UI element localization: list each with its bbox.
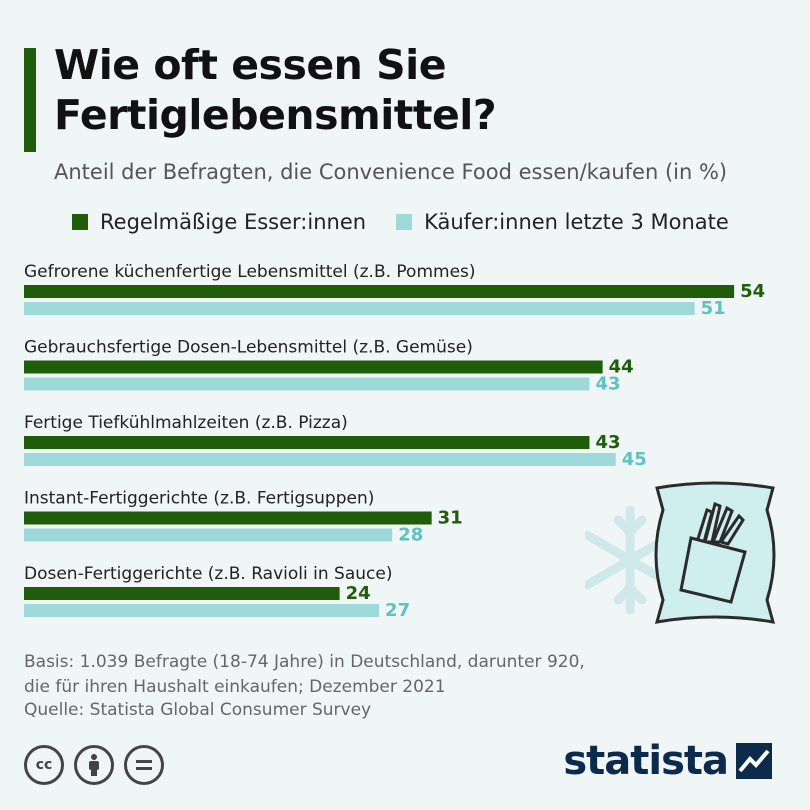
bar-buyers — [24, 377, 590, 391]
footnote-line-1: Basis: 1.039 Befragte (18-74 Jahre) in D… — [24, 652, 585, 672]
legend: Regelmäßige Esser:innen Käufer:innen let… — [72, 210, 759, 234]
frozen-fries-illustration — [585, 481, 776, 624]
footnote-line-2: die für ihren Haushalt einkaufen; Dezemb… — [24, 677, 446, 697]
title-accent-bar — [24, 48, 36, 152]
value-label-regular: 44 — [609, 357, 634, 378]
bar-buyers — [24, 302, 695, 315]
by-icon[interactable] — [74, 745, 114, 785]
value-label-regular: 31 — [438, 508, 463, 529]
value-label-regular: 24 — [346, 583, 371, 604]
fries-icon — [679, 501, 747, 604]
category-label: Dosen-Fertiggerichte (z.B. Ravioli in Sa… — [24, 564, 392, 584]
chart-title: Wie oft essen Sie Fertiglebensmittel? — [54, 41, 497, 139]
category-label: Instant-Fertiggerichte (z.B. Fertigsuppe… — [24, 489, 374, 509]
footnote: Basis: 1.039 Befragte (18-74 Jahre) in D… — [24, 650, 724, 700]
bar-chart: Gefrorene küchenfertige Lebensmittel (z.… — [24, 262, 765, 621]
brand-wordmark: statista — [563, 738, 729, 784]
category-label: Gebrauchsfertige Dosen-Lebensmittel (z.B… — [24, 338, 473, 358]
bar-regular — [24, 511, 432, 525]
value-label-buyers: 28 — [398, 525, 423, 546]
bar-regular — [24, 436, 590, 449]
statista-logo[interactable]: statista — [563, 738, 772, 784]
legend-item-regular: Regelmäßige Esser:innen — [72, 210, 366, 234]
category-label: Gefrorene küchenfertige Lebensmittel (z.… — [24, 262, 476, 282]
source-note: Quelle: Statista Global Consumer Survey — [24, 700, 372, 720]
legend-label-regular: Regelmäßige Esser:innen — [100, 210, 367, 234]
value-label-buyers: 51 — [701, 298, 726, 319]
legend-swatch-regular — [72, 214, 88, 230]
nd-icon[interactable] — [124, 745, 164, 785]
value-label-regular: 54 — [740, 281, 765, 302]
value-label-buyers: 45 — [622, 449, 647, 470]
bar-buyers — [24, 453, 616, 466]
value-label-buyers: 43 — [595, 374, 620, 395]
statista-logo-icon — [736, 743, 772, 779]
bar-regular — [24, 285, 735, 298]
bar-regular — [24, 360, 603, 374]
value-label-buyers: 27 — [385, 600, 410, 621]
bar-regular — [24, 587, 340, 600]
legend-label-buyers: Käufer:innen letzte 3 Monate — [424, 210, 729, 234]
value-label-regular: 43 — [595, 432, 620, 453]
chart-subtitle: Anteil der Befragten, die Convenience Fo… — [54, 160, 728, 184]
bar-buyers — [24, 528, 393, 542]
bar-buyers — [24, 604, 380, 617]
legend-item-buyers: Käufer:innen letzte 3 Monate — [396, 210, 729, 234]
legend-swatch-buyers — [396, 214, 413, 230]
license-icons: cc — [24, 745, 174, 785]
cc-icon[interactable]: cc — [24, 745, 64, 785]
category-label: Fertige Tiefkühlmahlzeiten (z.B. Pizza) — [24, 413, 348, 433]
